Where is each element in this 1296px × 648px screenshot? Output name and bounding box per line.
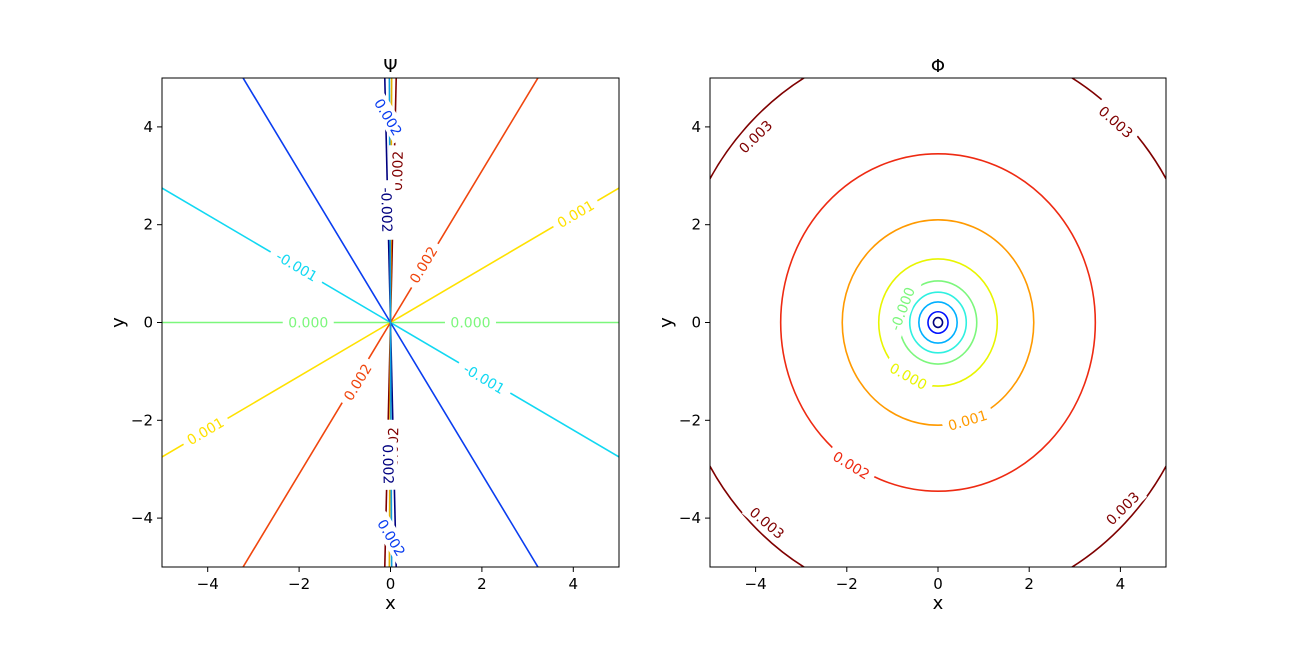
contour-label: 0.000 — [282, 313, 334, 332]
y-tick-label: −4 — [679, 509, 701, 527]
contour-label: -0.002 — [377, 180, 397, 241]
x-axis-label: x — [933, 593, 944, 614]
y-tick-label: −2 — [131, 411, 153, 429]
y-axis-label: y — [108, 317, 129, 328]
contour-label: 0.001 — [178, 410, 232, 452]
x-tick-label: 2 — [1024, 575, 1034, 593]
contour-label: 0.002 — [824, 444, 878, 487]
y-tick-label: −4 — [131, 509, 153, 527]
contour-label-text: -0.002 — [377, 187, 394, 233]
y-axis-label: y — [656, 317, 677, 328]
contour-label-text: 0.002 — [370, 96, 404, 139]
contour-label-text: 0.002 — [379, 444, 396, 484]
x-tick-label: 0 — [386, 575, 396, 593]
y-tick-label: 4 — [143, 118, 153, 136]
contour-circle — [918, 301, 958, 344]
contour-label-text: 0.002 — [830, 449, 873, 483]
contour-label: -0.001 — [453, 355, 515, 402]
y-tick-label: 0 — [691, 314, 701, 332]
contour-label: 0.001 — [940, 404, 995, 437]
contour-circle — [841, 219, 1035, 426]
contour-label: 0.001 — [549, 193, 603, 235]
psi-panel: 0.000 0.000 0.001 0.001 -0.001 -0.001 0.002 0.0… — [108, 56, 620, 614]
contour-label-text: -0.001 — [460, 361, 507, 398]
contour-label-text: -0.001 — [273, 249, 320, 286]
y-tick-label: 4 — [691, 118, 701, 136]
x-axis-label: x — [385, 593, 396, 614]
contour-label: 0.002 — [378, 438, 398, 491]
contour-label-text: 0.000 — [288, 316, 328, 332]
contour-circle — [927, 310, 949, 335]
contour-label-text: 0.000 — [886, 360, 929, 393]
contour-circle — [932, 316, 944, 329]
x-tick-label: 4 — [1116, 575, 1126, 593]
plot-area: 0.000 0.000 0.001 0.001 -0.001 -0.001 0.002 0.0… — [162, 78, 619, 567]
x-tick-label: −2 — [836, 575, 858, 593]
y-tick-label: 0 — [143, 314, 153, 332]
x-tick-label: 4 — [569, 575, 579, 593]
contour-label: 0.002 — [402, 238, 445, 292]
contour-label-text: 0.002 — [341, 361, 375, 404]
contour-label-text: 0.002 — [407, 244, 441, 287]
contour-label: 0.000 — [444, 313, 496, 332]
y-tick-label: 2 — [691, 216, 701, 234]
contour-label-text: 0.000 — [450, 316, 490, 332]
contour-label: 0.003 — [1090, 98, 1141, 146]
contour-label-text: 0.001 — [185, 415, 228, 449]
x-tick-label: 2 — [477, 575, 487, 593]
axes-frame — [709, 77, 1167, 568]
contour-label: -0.001 — [266, 243, 328, 290]
y-tick-label: 2 — [143, 216, 153, 234]
chart-title: Φ — [931, 56, 945, 77]
x-tick-label: 0 — [933, 575, 943, 593]
contour-label-text: 0.002 — [373, 517, 407, 560]
contour-circle — [877, 258, 999, 387]
contour-label-text: 0.001 — [555, 198, 598, 232]
contour-circle — [779, 152, 1097, 493]
x-tick-label: −2 — [288, 575, 310, 593]
contour-label: 0.002 — [367, 90, 410, 144]
chart-title: Ψ — [383, 56, 397, 77]
contour-label: 0.002 — [336, 355, 379, 409]
contour-label-text: -0.000 — [888, 285, 919, 333]
x-tick-label: −4 — [745, 575, 767, 593]
contour-circle — [908, 291, 968, 354]
x-tick-label: −4 — [197, 575, 219, 593]
y-tick-label: −2 — [679, 411, 701, 429]
